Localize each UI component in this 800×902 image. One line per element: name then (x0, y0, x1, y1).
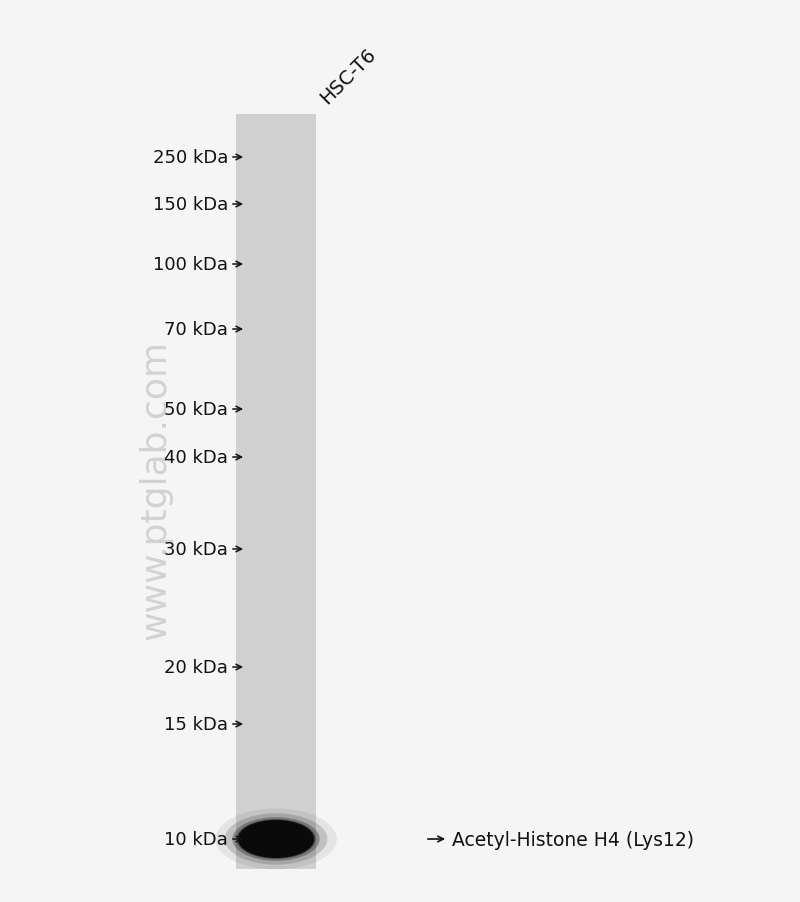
Text: HSC-T6: HSC-T6 (317, 45, 380, 108)
Text: 40 kDa: 40 kDa (164, 448, 228, 466)
Ellipse shape (225, 814, 327, 865)
Text: 70 kDa: 70 kDa (164, 320, 228, 338)
Text: 150 kDa: 150 kDa (153, 196, 228, 214)
Text: 250 kDa: 250 kDa (153, 149, 228, 167)
Text: 15 kDa: 15 kDa (164, 715, 228, 733)
Ellipse shape (232, 817, 320, 861)
Text: 20 kDa: 20 kDa (164, 658, 228, 676)
Text: www.ptglab.com: www.ptglab.com (138, 339, 172, 640)
Text: 50 kDa: 50 kDa (164, 400, 228, 419)
Ellipse shape (215, 809, 337, 870)
Bar (236, 115, 316, 869)
Text: 30 kDa: 30 kDa (164, 540, 228, 558)
Ellipse shape (238, 820, 314, 858)
Ellipse shape (237, 819, 315, 859)
Text: 10 kDa: 10 kDa (164, 830, 228, 848)
Text: 100 kDa: 100 kDa (153, 255, 228, 273)
Text: Acetyl-Histone H4 (Lys12): Acetyl-Histone H4 (Lys12) (452, 830, 694, 849)
